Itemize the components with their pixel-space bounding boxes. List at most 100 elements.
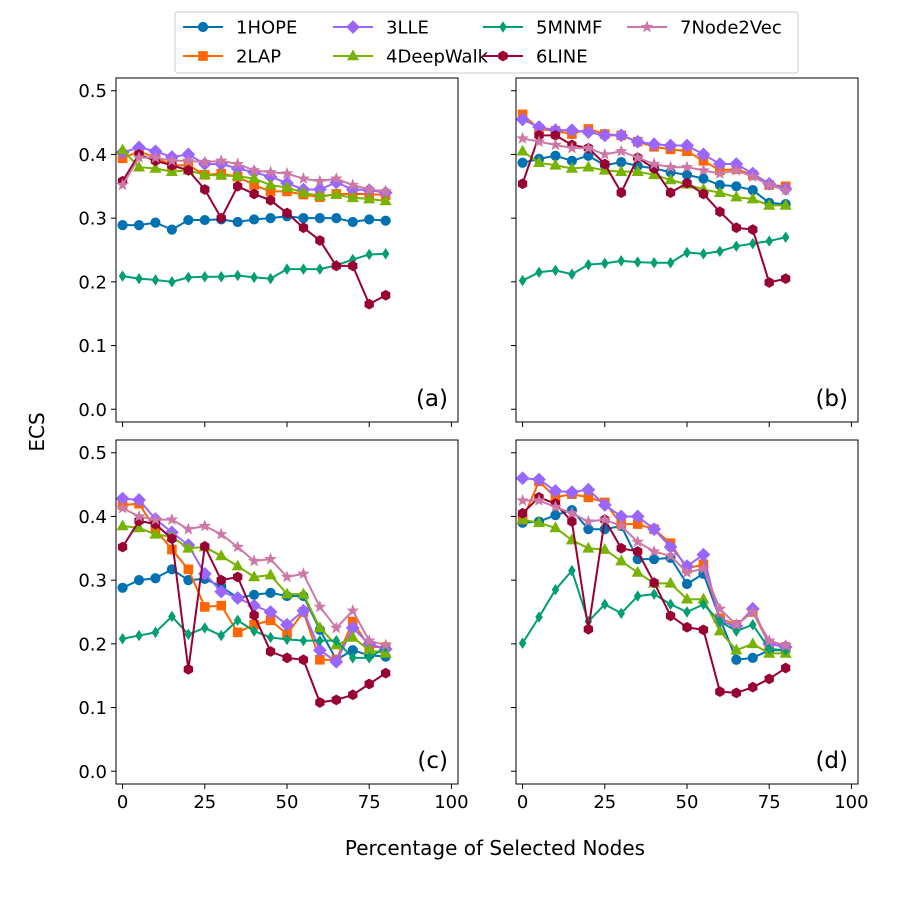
data-point [200, 541, 210, 552]
data-point [216, 212, 226, 224]
data-point [332, 634, 341, 647]
data-point [762, 178, 776, 191]
data-point [763, 198, 776, 210]
data-point [249, 589, 260, 600]
data-point [581, 482, 596, 497]
data-point [696, 147, 711, 162]
data-point [598, 147, 612, 160]
data-point [650, 257, 658, 269]
data-point [231, 169, 244, 181]
data-point [748, 681, 758, 693]
data-point [362, 634, 376, 647]
data-point [297, 587, 310, 599]
data-point [298, 654, 309, 666]
data-point [150, 573, 161, 584]
data-point [517, 157, 528, 168]
data-point [715, 206, 725, 218]
data-point [329, 654, 344, 669]
data-point [649, 577, 659, 589]
series-4DeepWalk [516, 144, 792, 210]
data-point [149, 161, 162, 173]
data-point [364, 214, 375, 225]
data-point [779, 639, 792, 652]
legend-marker [197, 21, 209, 33]
legend-marker [498, 50, 508, 62]
data-point [582, 141, 595, 154]
series-7Node2Vec [516, 131, 792, 196]
data-point [516, 493, 529, 506]
series-4DeepWalk [116, 143, 392, 206]
y-tick-label: 0.0 [78, 762, 107, 783]
data-point [231, 540, 244, 553]
data-point [598, 513, 612, 525]
data-point [696, 547, 711, 562]
data-point [233, 269, 242, 282]
data-point [380, 215, 391, 226]
data-point [217, 629, 226, 642]
y-tick-label: 0.5 [78, 443, 107, 464]
series-5MNMF [118, 610, 390, 664]
data-point [551, 584, 560, 596]
data-point [713, 186, 726, 197]
data-point [215, 168, 228, 180]
data-point [132, 509, 146, 522]
data-point [118, 270, 127, 282]
legend-item-7Node2Vec: 7Node2Vec [627, 18, 782, 39]
data-point [183, 564, 194, 575]
data-point [664, 576, 677, 588]
data-point [363, 192, 376, 204]
data-point [200, 622, 209, 634]
data-point [568, 564, 576, 577]
data-point [633, 590, 642, 602]
data-point [231, 559, 244, 571]
data-point [216, 574, 226, 586]
data-point [264, 552, 277, 565]
data-point [168, 276, 176, 288]
data-point [565, 141, 579, 154]
data-point [116, 519, 129, 531]
legend-label: 1HOPE [236, 18, 297, 39]
data-point [315, 697, 325, 708]
data-point [184, 271, 193, 284]
legend-item-4DeepWalk: 4DeepWalk [333, 47, 489, 68]
data-point [680, 138, 694, 153]
data-point [680, 592, 694, 604]
data-point [698, 188, 709, 200]
data-point [232, 216, 243, 228]
data-point [664, 160, 677, 173]
data-point [282, 652, 292, 664]
data-point [348, 689, 358, 701]
legend-label: 4DeepWalk [386, 47, 489, 68]
data-point [297, 567, 310, 580]
data-point [730, 618, 743, 631]
data-point [582, 514, 595, 527]
data-point [265, 194, 276, 206]
panel-c: 0.0 0.1 0.2 0.3 0.4 0.5 0 25 50 75 100 (c) [78, 439, 469, 813]
data-point [781, 231, 790, 243]
data-point [362, 182, 376, 195]
data-point [666, 257, 675, 269]
data-point [250, 271, 258, 284]
data-point [682, 177, 692, 189]
data-point [549, 521, 562, 533]
data-point [748, 619, 757, 631]
data-point [699, 248, 708, 260]
data-point [365, 652, 374, 664]
data-point [597, 128, 612, 143]
data-point [746, 170, 760, 183]
series-3LLE [515, 112, 793, 196]
panels: 0.00.10.20.30.40.5(a) (b)0.00.10.20.30.40… [78, 77, 869, 813]
data-point [265, 213, 276, 224]
data-point [698, 173, 709, 184]
data-point [516, 131, 529, 144]
data-point [298, 222, 309, 234]
panel-b: (b) [511, 77, 859, 427]
data-point [214, 584, 229, 599]
data-point [583, 623, 593, 635]
series-7Node2Vec [116, 501, 392, 651]
y-tick-label: 0.4 [78, 507, 107, 528]
x-tick-label: 25 [193, 792, 216, 813]
data-point [379, 194, 392, 206]
data-point [715, 686, 725, 698]
data-point [182, 522, 195, 535]
